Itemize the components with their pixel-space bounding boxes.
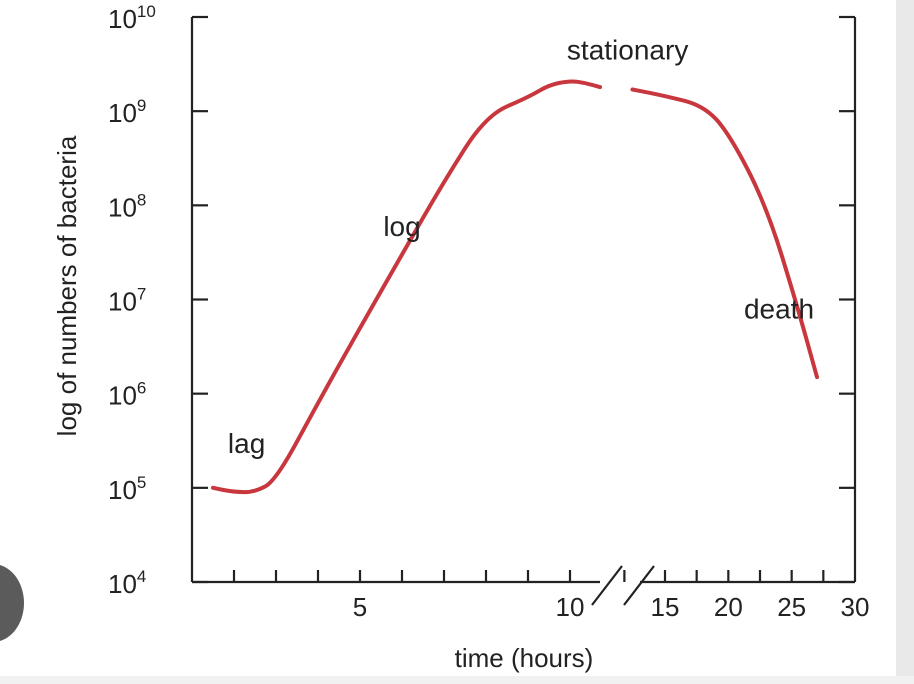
axis-break-mark <box>623 565 655 606</box>
y-tick-label: 105 <box>108 473 146 505</box>
y-axis-title: log of numbers of bacteria <box>52 135 82 436</box>
phase-label: death <box>744 294 814 325</box>
x-tick-label: 20 <box>714 592 743 622</box>
x-axis-title: time (hours) <box>455 643 594 673</box>
bottom-edge <box>0 676 914 684</box>
x-tick-label: 30 <box>841 592 870 622</box>
x-tick-label: 5 <box>353 592 367 622</box>
x-tick-labels: 5 10 15 20 25 30 <box>353 592 870 622</box>
phase-label: log <box>383 211 420 242</box>
phase-label: lag <box>228 428 265 459</box>
x-tick-label: 10 <box>556 592 585 622</box>
y-tick-label: 109 <box>108 96 146 128</box>
y-tick-label: 106 <box>108 379 146 411</box>
y-tick-label: 1010 <box>108 2 156 34</box>
phase-labels: lag log stationary death <box>228 35 814 459</box>
y-tick-label: 108 <box>108 190 146 222</box>
y-tick-label: 107 <box>108 285 146 317</box>
curve-segment <box>211 79 602 495</box>
axes <box>190 15 857 606</box>
y-tick-label: 104 <box>108 567 146 599</box>
y-tick-labels: 104 105 106 107 108 109 1010 <box>108 2 156 599</box>
curve-segment <box>630 87 819 380</box>
x-tick-label: 25 <box>777 592 806 622</box>
x-tick-label: 15 <box>651 592 680 622</box>
axis-break-mark <box>591 565 623 606</box>
growth-curve <box>211 79 819 495</box>
scrollbar-track[interactable] <box>896 0 914 684</box>
phase-label: stationary <box>567 35 688 66</box>
